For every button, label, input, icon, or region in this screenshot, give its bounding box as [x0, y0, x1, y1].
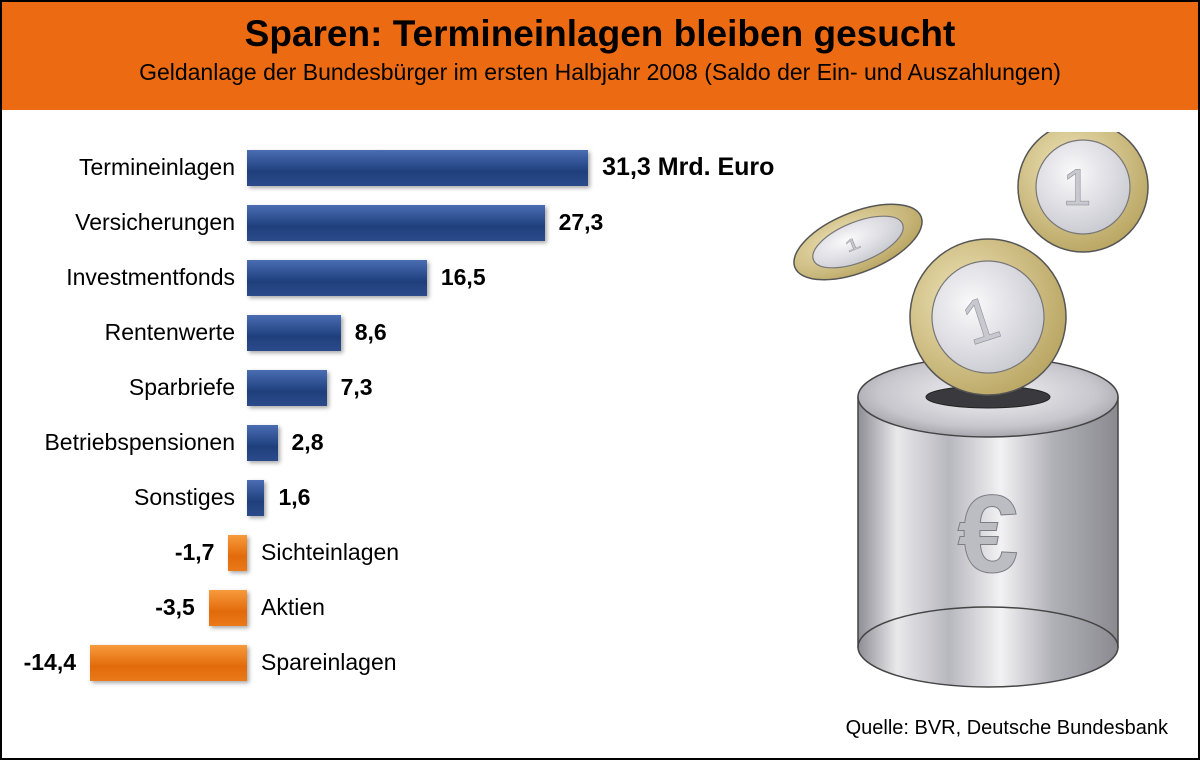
bar-value: -3,5: [155, 594, 195, 621]
bar: [228, 535, 247, 571]
source-credit: Quelle: BVR, Deutsche Bundesbank: [846, 717, 1168, 740]
bar-value: 27,3: [559, 209, 604, 236]
bar: [247, 480, 264, 516]
header-banner: Sparen: Termineinlagen bleiben gesucht G…: [2, 2, 1198, 110]
bar-value: 2,8: [292, 429, 324, 456]
bar: [247, 425, 278, 461]
bar: [247, 370, 327, 406]
bar-label: Versicherungen: [22, 209, 235, 236]
chart-row: Versicherungen 27,3: [22, 195, 1178, 250]
bar-value: 1,6: [278, 484, 310, 511]
bar-value: -14,4: [24, 649, 76, 676]
chart-row: Sichteinlagen -1,7: [22, 525, 1178, 580]
bar-value: -1,7: [175, 539, 215, 566]
chart-row: Spareinlagen -14,4: [22, 635, 1178, 690]
bar-label: Investmentfonds: [22, 264, 235, 291]
bar-value: 31,3 Mrd. Euro: [602, 153, 774, 182]
bar-label: Betriebspensionen: [22, 429, 235, 456]
chart-row: Rentenwerte 8,6: [22, 305, 1178, 360]
chart-row: Sonstiges 1,6: [22, 470, 1178, 525]
chart-title: Sparen: Termineinlagen bleiben gesucht: [22, 14, 1178, 55]
bar-label: Spareinlagen: [261, 649, 397, 676]
bar-label: Sparbriefe: [22, 374, 235, 401]
bar-label: Rentenwerte: [22, 319, 235, 346]
bar: [247, 150, 588, 186]
chart-row: Betriebspensionen 2,8: [22, 415, 1178, 470]
chart-row: Aktien -3,5: [22, 580, 1178, 635]
bar-label: Aktien: [261, 594, 325, 621]
bar-label: Sichteinlagen: [261, 539, 399, 566]
bar-label: Sonstiges: [22, 484, 235, 511]
chart-row: Sparbriefe 7,3: [22, 360, 1178, 415]
chart-row: Termineinlagen 31,3 Mrd. Euro: [22, 140, 1178, 195]
bar: [247, 315, 341, 351]
bar-value: 7,3: [341, 374, 373, 401]
bar-chart: Termineinlagen 31,3 Mrd. Euro Versicherung…: [2, 110, 1198, 710]
chart-row: Investmentfonds 16,5: [22, 250, 1178, 305]
bar: [209, 590, 247, 626]
bar: [90, 645, 247, 681]
bar: [247, 260, 427, 296]
chart-subtitle: Geldanlage der Bundesbürger im ersten Ha…: [22, 59, 1178, 86]
bar-value: 16,5: [441, 264, 486, 291]
bar-value: 8,6: [355, 319, 387, 346]
bar-label: Termineinlagen: [22, 154, 235, 181]
bar: [247, 205, 545, 241]
